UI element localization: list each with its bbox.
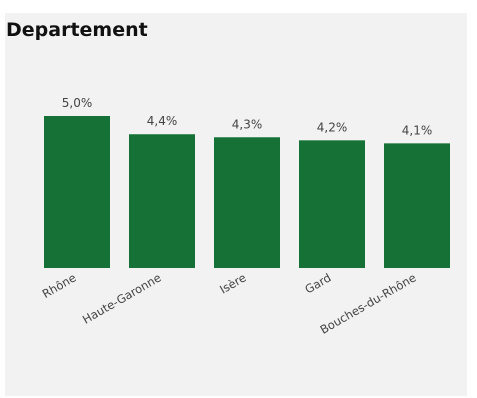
data-label-gard: 4,2% — [317, 120, 348, 134]
category-label-isere: Isère — [217, 270, 248, 296]
category-label-haute-garonne: Haute-Garonne — [80, 270, 163, 326]
category-label-rhone: Rhône — [40, 270, 79, 300]
data-label-isere: 4,3% — [232, 117, 263, 131]
bar-rhone[interactable] — [44, 116, 110, 268]
bar-bouches-du-rhone[interactable] — [384, 143, 450, 268]
bar-haute-garonne[interactable] — [129, 134, 195, 268]
data-label-rhone: 5,0% — [62, 96, 93, 110]
data-label-haute-garonne: 4,4% — [147, 114, 178, 128]
chart-title: Departement — [6, 19, 148, 41]
category-label-bouches-du-rhone: Bouches-du-Rhône — [318, 270, 419, 336]
category-label-gard: Gard — [302, 270, 333, 296]
bar-isere[interactable] — [214, 137, 280, 268]
data-label-bouches-du-rhone: 4,1% — [402, 123, 433, 137]
bar-gard[interactable] — [299, 140, 365, 268]
